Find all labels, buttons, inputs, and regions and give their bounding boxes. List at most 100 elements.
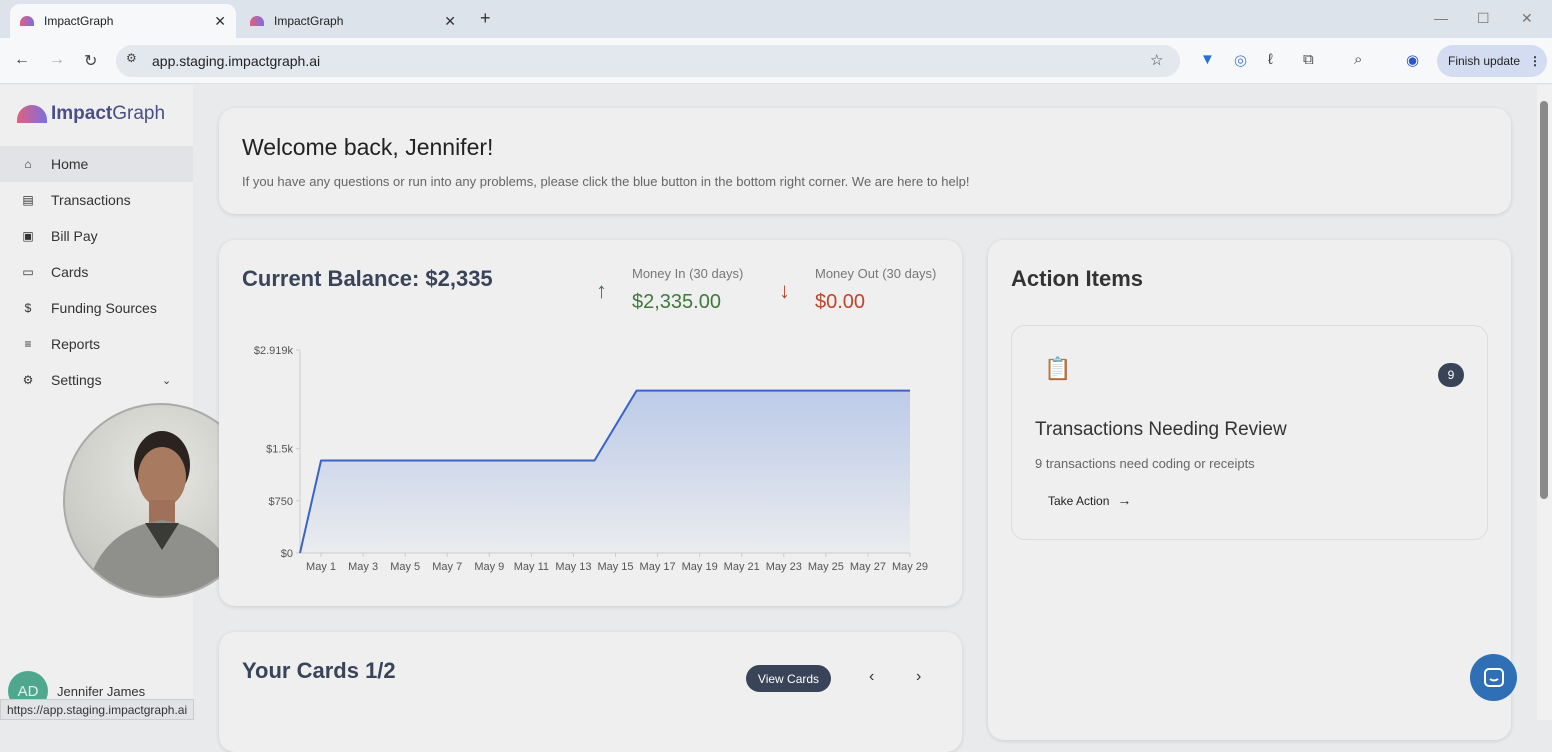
sidebar-item-bill-pay[interactable]: ▣ Bill Pay [0, 218, 193, 254]
your-cards-card: Your Cards 1/2 View Cards ‹ › [219, 632, 962, 752]
sidebar-item-label: Cards [51, 264, 88, 280]
view-cards-button[interactable]: View Cards [746, 665, 831, 692]
maximize-button[interactable]: ☐ [1477, 10, 1490, 27]
balance-card: Current Balance: $2,335 ↑ Money In (30 d… [219, 240, 962, 606]
sidebar-item-cards[interactable]: ▭ Cards [0, 254, 193, 290]
funding-icon: $ [21, 301, 35, 315]
sidebar-item-label: Transactions [51, 192, 131, 208]
card-icon: ▭ [21, 265, 35, 279]
review-description: 9 transactions need coding or receipts [1035, 456, 1255, 471]
x-tick-label: May 19 [682, 561, 718, 573]
close-tab-icon[interactable]: ✕ [214, 13, 226, 30]
clipboard-icon: 📋 [1044, 356, 1071, 382]
chat-icon [1483, 667, 1505, 689]
sidebar-item-transactions[interactable]: ▤ Transactions [0, 182, 193, 218]
favicon-icon [250, 16, 264, 26]
sidebar-item-label: Funding Sources [51, 300, 157, 316]
list-icon: ▤ [21, 193, 35, 207]
y-tick-label: $0 [281, 548, 293, 560]
take-action-button[interactable]: Take Action → [1048, 494, 1131, 508]
favicon-icon [20, 16, 34, 26]
sidebar-item-label: Home [51, 156, 88, 172]
tab-title: ImpactGraph [44, 14, 113, 28]
x-tick-label: May 1 [306, 561, 336, 573]
star-icon[interactable]: ☆ [1150, 51, 1163, 69]
scrollbar-thumb[interactable] [1540, 101, 1548, 499]
back-icon[interactable]: ← [14, 51, 30, 69]
sidebar-item-funding-sources[interactable]: $ Funding Sources [0, 290, 193, 326]
sidebar-item-label: Settings [51, 372, 102, 388]
count-badge: 9 [1438, 363, 1464, 387]
logo-text: Graph [112, 103, 165, 125]
help-chat-button[interactable] [1470, 654, 1517, 701]
welcome-title: Welcome back, Jennifer! [242, 134, 493, 161]
action-items-title: Action Items [1011, 266, 1143, 292]
area-fill [300, 391, 910, 553]
take-action-label: Take Action [1048, 494, 1109, 508]
review-title: Transactions Needing Review [1035, 419, 1287, 441]
forward-icon[interactable]: → [49, 51, 65, 69]
sidebar-item-label: Reports [51, 336, 100, 352]
x-tick-label: May 5 [390, 561, 420, 573]
y-tick-label: $1.5k [266, 444, 293, 456]
extension-icon[interactable]: ▼ [1200, 51, 1215, 68]
tab-2[interactable]: ImpactGraph ✕ [240, 4, 466, 38]
x-tick-label: May 17 [640, 561, 676, 573]
user-name: Jennifer James [57, 684, 145, 699]
puzzle-icon[interactable]: ⧉ [1303, 51, 1314, 68]
tab-search-icon[interactable]: ⌕ [1354, 51, 1362, 68]
chevron-down-icon: ⌄ [162, 374, 171, 387]
menu-icon: ⋮ [1529, 54, 1541, 68]
finish-update-label: Finish update [1448, 54, 1520, 68]
url-text: app.staging.impactgraph.ai [152, 53, 320, 69]
x-tick-label: May 11 [514, 561, 549, 573]
arrow-right-icon: → [1117, 492, 1131, 508]
x-tick-label: May 9 [474, 561, 504, 573]
extension-icon[interactable]: ◎ [1234, 51, 1247, 69]
close-tab-icon[interactable]: ✕ [444, 13, 456, 30]
chevron-right-icon[interactable]: › [916, 668, 921, 686]
address-bar[interactable]: app.staging.impactgraph.ai [116, 45, 1180, 77]
x-tick-label: May 21 [724, 561, 760, 573]
browser-toolbar: ← → ↻ app.staging.impactgraph.ai ⚙ ☆ ▼ ◎… [0, 38, 1552, 84]
tab-title: ImpactGraph [274, 14, 343, 28]
logo-mark-icon [17, 105, 47, 123]
logo-text: Impact [51, 103, 112, 125]
gear-icon: ⚙ [21, 373, 35, 387]
balance-chart: $0 $750 $1.5k $2.919k May 1 May 3 May 5 May 7 Ma… [219, 240, 962, 606]
profile-icon[interactable]: ◉ [1406, 51, 1419, 69]
extension-icon[interactable]: ℓ [1268, 51, 1273, 68]
x-tick-label: May 25 [808, 561, 844, 573]
welcome-subtitle: If you have any questions or run into an… [242, 174, 969, 189]
y-tick-label: $750 [269, 496, 293, 508]
review-item: 📋 9 Transactions Needing Review 9 transa… [1011, 325, 1488, 540]
action-items-card: Action Items 📋 9 Transactions Needing Re… [988, 240, 1511, 740]
x-tick-label: May 3 [348, 561, 378, 573]
tab-1[interactable]: ImpactGraph ✕ [10, 4, 236, 38]
chevron-left-icon[interactable]: ‹ [869, 668, 874, 686]
site-settings-icon[interactable]: ⚙ [126, 51, 137, 65]
close-window-button[interactable]: ✕ [1521, 10, 1533, 27]
cards-title: Your Cards 1/2 [242, 658, 396, 684]
bill-icon: ▣ [21, 229, 35, 243]
x-tick-label: May 29 [892, 561, 928, 573]
x-tick-label: May 23 [766, 561, 802, 573]
sidebar-item-label: Bill Pay [51, 228, 98, 244]
sidebar-item-reports[interactable]: ≡Reports [0, 326, 193, 362]
reload-icon[interactable]: ↻ [84, 51, 97, 71]
minimize-button[interactable]: — [1434, 10, 1448, 26]
new-tab-button[interactable]: + [480, 8, 491, 29]
x-tick-label: May 7 [432, 561, 462, 573]
x-tick-label: May 13 [555, 561, 591, 573]
x-tick-label: May 15 [597, 561, 633, 573]
x-tick-label: May 27 [850, 561, 886, 573]
sidebar-item-settings[interactable]: ⚙ Settings ⌄ [0, 362, 193, 398]
finish-update-button[interactable]: Finish update ⋮ [1437, 45, 1547, 77]
sidebar-item-home[interactable]: ⌂ Home [0, 146, 193, 182]
status-bar-url: https://app.staging.impactgraph.ai [0, 699, 194, 720]
y-tick-label: $2.919k [254, 345, 294, 357]
tab-bar: ImpactGraph ✕ ImpactGraph ✕ + — ☐ ✕ [0, 0, 1552, 38]
home-icon: ⌂ [21, 157, 35, 171]
scrollbar[interactable] [1537, 85, 1552, 720]
